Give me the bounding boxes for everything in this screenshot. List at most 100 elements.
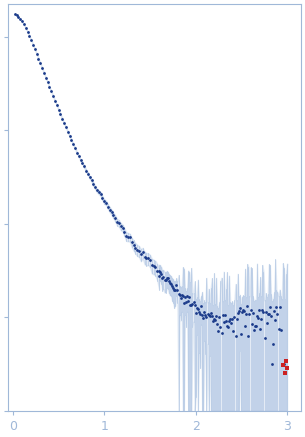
Point [225, 323, 230, 330]
Point [192, 301, 197, 308]
Point [60, 115, 65, 122]
Point [275, 311, 280, 318]
Point [104, 199, 109, 206]
Point [157, 267, 162, 274]
Point [91, 180, 96, 187]
Point [173, 286, 178, 293]
Point [153, 264, 158, 271]
Point [282, 369, 287, 376]
Point [151, 262, 156, 269]
Point [32, 45, 37, 52]
Point [82, 163, 87, 170]
Point [155, 267, 160, 274]
Point [129, 239, 134, 246]
Point [100, 194, 105, 201]
Point [16, 13, 21, 20]
Point [63, 124, 68, 131]
Point [200, 311, 205, 318]
Point [215, 321, 220, 328]
Point [267, 304, 272, 311]
Point [188, 302, 193, 309]
Point [199, 302, 203, 309]
Point [67, 132, 72, 139]
Point [165, 275, 170, 282]
Point [49, 88, 54, 95]
Point [107, 206, 112, 213]
Point [216, 327, 221, 334]
Point [140, 249, 145, 256]
Point [144, 255, 149, 262]
Point [163, 277, 168, 284]
Point [40, 65, 45, 72]
Point [131, 241, 136, 248]
Point [187, 294, 192, 301]
Point [280, 362, 285, 369]
Point [185, 293, 189, 300]
Point [96, 189, 101, 196]
Point [210, 317, 215, 324]
Point [263, 308, 268, 315]
Point [133, 244, 138, 251]
Point [71, 141, 76, 148]
Point [193, 309, 198, 316]
Point [190, 301, 195, 308]
Point [20, 18, 24, 25]
Point [122, 229, 127, 236]
Point [126, 233, 131, 240]
Point [189, 302, 194, 309]
Point [191, 299, 196, 306]
Point [167, 279, 172, 286]
Point [43, 74, 48, 81]
Point [218, 323, 223, 330]
Point [231, 328, 236, 335]
Point [169, 280, 174, 287]
Point [198, 310, 203, 317]
Point [93, 184, 98, 191]
Point [98, 191, 103, 198]
Point [181, 299, 186, 306]
Point [109, 209, 114, 216]
Point [227, 317, 231, 324]
Point [27, 32, 32, 39]
Point [244, 311, 249, 318]
Point [175, 286, 180, 293]
Point [207, 312, 212, 319]
Point [102, 198, 107, 205]
Point [138, 251, 143, 258]
Point [164, 274, 169, 281]
Point [38, 60, 43, 67]
Point [260, 306, 265, 313]
Point [232, 314, 237, 321]
Point [203, 312, 208, 319]
Point [239, 330, 243, 337]
Point [111, 212, 116, 219]
Point [274, 304, 279, 311]
Point [273, 317, 278, 324]
Point [253, 323, 257, 329]
Point [124, 232, 129, 239]
Point [161, 274, 166, 281]
Point [149, 261, 154, 268]
Point [219, 329, 224, 336]
Point [246, 332, 251, 339]
Point [160, 274, 165, 281]
Point [120, 224, 125, 231]
Point [265, 310, 270, 317]
Point [21, 21, 26, 28]
Point [146, 255, 151, 262]
Point [36, 55, 41, 62]
Point [176, 291, 181, 298]
Point [178, 294, 183, 301]
Point [179, 291, 184, 298]
Point [171, 284, 176, 291]
Point [182, 294, 187, 301]
Point [235, 309, 240, 316]
Point [247, 310, 252, 317]
Point [87, 173, 92, 180]
Point [271, 340, 276, 347]
Point [221, 319, 226, 326]
Point [277, 304, 282, 311]
Point [264, 319, 269, 326]
Point [177, 292, 182, 299]
Point [52, 97, 57, 104]
